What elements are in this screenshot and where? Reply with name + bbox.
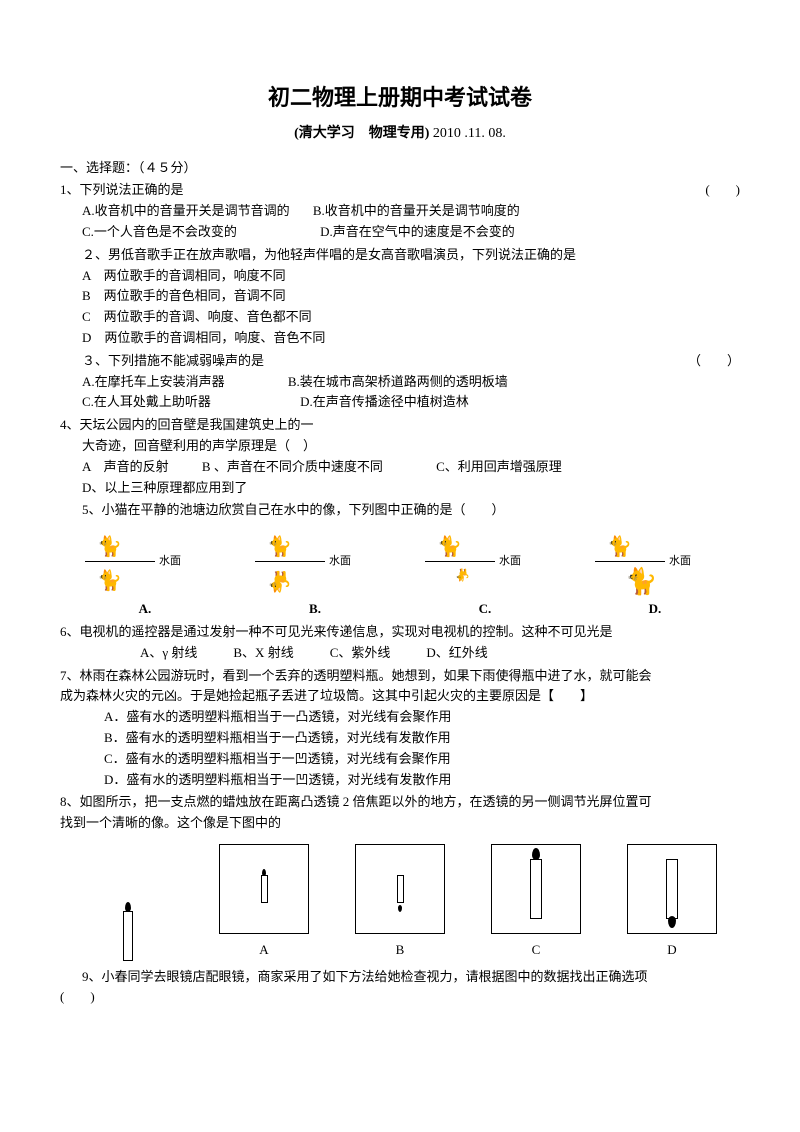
q4-line2: 大奇迹，回音壁利用的声学原理是（ ） bbox=[60, 436, 740, 457]
question-8: 8、如图所示，把一支点燃的蜡烛放在距离凸透镜 2 倍焦距以外的地方，在透镜的另一… bbox=[60, 792, 740, 960]
q5-stem: 5、小猫在平静的池塘边欣赏自己在水中的像，下列图中正确的是（ ） bbox=[60, 500, 740, 521]
q9-line1: 9、小春同学去眼镜店配眼镜，商家采用了如下方法给她检查视力，请根据图中的数据找出… bbox=[60, 967, 740, 988]
q4-option-c: C、利用回声增强原理 bbox=[436, 459, 562, 474]
q8-label-a: A bbox=[259, 940, 268, 961]
q7-option-c: C．盛有水的透明塑料瓶相当于一凹透镜，对光线有会聚作用 bbox=[60, 749, 740, 770]
question-3: ３、下列措施不能减弱噪声的是 （ ） A.在摩托车上安装消声器 B.装在城市高架… bbox=[60, 351, 740, 413]
q8-line1: 8、如图所示，把一支点燃的蜡烛放在距离凸透镜 2 倍焦距以外的地方，在透镜的另一… bbox=[60, 792, 740, 813]
cat-icon: 🐈 bbox=[437, 531, 462, 563]
q5-option-b-figure: 🐈 水面 🐈 B. bbox=[240, 527, 390, 620]
water-label: 水面 bbox=[159, 553, 181, 571]
cat-icon: 🐈 bbox=[97, 531, 122, 563]
q8-option-a-figure: A bbox=[199, 844, 329, 961]
cat-reflection-icon: 🐈 bbox=[97, 565, 122, 597]
q7-line2: 成为森林火灾的元凶。于是她捡起瓶子丢进了垃圾筒。这其中引起火灾的主要原因是【 】 bbox=[60, 686, 740, 707]
flame-icon bbox=[398, 905, 402, 912]
q7-option-d: D．盛有水的透明塑料瓶相当于一凹透镜，对光线有发散作用 bbox=[60, 770, 740, 791]
flame-icon bbox=[262, 869, 266, 876]
water-line bbox=[85, 561, 155, 562]
section-1-header: 一、选择题：（４５分） bbox=[60, 158, 740, 179]
q8-label-b: B bbox=[396, 940, 405, 961]
cat-reflection-icon: 🐈 bbox=[267, 565, 292, 597]
q8-original-candle bbox=[63, 881, 193, 961]
q1-option-d: D.声音在空气中的速度是不会变的 bbox=[320, 224, 515, 239]
q3-option-b: B.装在城市高架桥道路两侧的透明板墙 bbox=[288, 374, 508, 389]
flame-icon bbox=[532, 848, 540, 860]
q3-option-d: D.在声音传播途径中植树造林 bbox=[300, 394, 469, 409]
question-2: ２、男低音歌手正在放声歌唱，为他轻声伴唱的是女高音歌唱演员，下列说法正确的是 A… bbox=[60, 245, 740, 349]
q2-option-a: A 两位歌手的音调相同，响度不同 bbox=[60, 266, 740, 287]
question-1: 1、下列说法正确的是 ( ) A.收音机中的音量开关是调节音调的 B.收音机中的… bbox=[60, 180, 740, 242]
q8-option-d-figure: D bbox=[607, 844, 737, 961]
q5-option-a-figure: 🐈 水面 🐈 A. bbox=[70, 527, 220, 620]
q3-option-a: A.在摩托车上安装消声器 bbox=[82, 374, 225, 389]
q4-option-b: B 、声音在不同介质中速度不同 bbox=[202, 459, 383, 474]
question-4: 4、天坛公园内的回音壁是我国建筑史上的一 大奇迹，回音壁利用的声学原理是（ ） … bbox=[60, 415, 740, 498]
cat-reflection-icon: 🐈 bbox=[455, 565, 470, 584]
page-title: 初二物理上册期中考试试卷 bbox=[60, 80, 740, 115]
q6-option-c: C、紫外线 bbox=[330, 643, 391, 664]
q1-option-c: C.一个人音色是不会改变的 bbox=[82, 224, 237, 239]
q2-option-c: C 两位歌手的音调、响度、音色都不同 bbox=[60, 307, 740, 328]
q1-option-a: A.收音机中的音量开关是调节音调的 bbox=[82, 203, 290, 218]
q6-option-d: D、红外线 bbox=[426, 643, 487, 664]
question-9: 9、小春同学去眼镜店配眼镜，商家采用了如下方法给她检查视力，请根据图中的数据找出… bbox=[60, 967, 740, 1009]
q3-bracket: （ ） bbox=[688, 351, 740, 372]
q5-option-c-figure: 🐈 水面 🐈 C. bbox=[410, 527, 560, 620]
water-line bbox=[255, 561, 325, 562]
water-label: 水面 bbox=[669, 553, 691, 571]
cat-icon: 🐈 bbox=[267, 531, 292, 563]
water-label: 水面 bbox=[499, 553, 521, 571]
q5-label-a: A. bbox=[139, 599, 152, 620]
q8-label-d: D bbox=[667, 940, 676, 961]
q8-label-c: C bbox=[532, 940, 541, 961]
q3-option-c: C.在人耳处戴上助听器 bbox=[82, 394, 211, 409]
q6-stem: 6、电视机的遥控器是通过发射一种不可见光来传递信息，实现对电视机的控制。这种不可… bbox=[60, 622, 740, 643]
question-5: 5、小猫在平静的池塘边欣赏自己在水中的像，下列图中正确的是（ ） 🐈 水面 🐈 … bbox=[60, 500, 740, 620]
cat-reflection-icon: 🐈 bbox=[625, 561, 657, 603]
subtitle-date: 2010 .11. 08. bbox=[433, 126, 506, 141]
q7-option-a: A．盛有水的透明塑料瓶相当于一凸透镜，对光线有会聚作用 bbox=[60, 707, 740, 728]
q7-line1: 7、林雨在森林公园游玩时，看到一个丢弃的透明塑料瓶。她想到，如果下雨使得瓶中进了… bbox=[60, 666, 740, 687]
subtitle-school: (清大学习 物理专用) bbox=[294, 126, 429, 141]
q5-image-row: 🐈 水面 🐈 A. 🐈 水面 🐈 B. 🐈 水面 🐈 C. bbox=[60, 527, 740, 620]
question-7: 7、林雨在森林公园游玩时，看到一个丢弃的透明塑料瓶。她想到，如果下雨使得瓶中进了… bbox=[60, 666, 740, 791]
flame-icon bbox=[668, 916, 676, 928]
q8-image-row: A B C D bbox=[60, 844, 740, 961]
q8-option-c-figure: C bbox=[471, 844, 601, 961]
q1-stem: 1、下列说法正确的是 bbox=[60, 180, 184, 201]
q5-option-d-figure: 🐈 水面 🐈 D. bbox=[580, 527, 730, 620]
page-subtitle: (清大学习 物理专用) 2010 .11. 08. bbox=[60, 123, 740, 145]
q6-option-a: A、γ 射线 bbox=[140, 643, 197, 664]
q2-option-d: D 两位歌手的音调相同，响度、音色不同 bbox=[60, 328, 740, 349]
cat-icon: 🐈 bbox=[607, 531, 632, 563]
q2-stem: ２、男低音歌手正在放声歌唱，为他轻声伴唱的是女高音歌唱演员，下列说法正确的是 bbox=[60, 245, 740, 266]
q5-label-c: C. bbox=[479, 599, 492, 620]
question-6: 6、电视机的遥控器是通过发射一种不可见光来传递信息，实现对电视机的控制。这种不可… bbox=[60, 622, 740, 664]
q8-option-b-figure: B bbox=[335, 844, 465, 961]
water-line bbox=[425, 561, 495, 562]
q6-option-b: B、X 射线 bbox=[233, 643, 293, 664]
q8-line2: 找到一个清晰的像。这个像是下图中的 bbox=[60, 813, 740, 834]
q9-bracket: ( ) bbox=[60, 987, 740, 1008]
q4-option-a: A 声音的反射 bbox=[82, 459, 169, 474]
flame-icon bbox=[125, 902, 131, 912]
q1-bracket: ( ) bbox=[705, 180, 740, 201]
q4-line1: 4、天坛公园内的回音壁是我国建筑史上的一 bbox=[60, 415, 740, 436]
q5-label-b: B. bbox=[309, 599, 321, 620]
q7-option-b: B．盛有水的透明塑料瓶相当于一凸透镜，对光线有发散作用 bbox=[60, 728, 740, 749]
water-label: 水面 bbox=[329, 553, 351, 571]
q2-option-b: B 两位歌手的音色相同，音调不同 bbox=[60, 286, 740, 307]
q3-stem: ３、下列措施不能减弱噪声的是 bbox=[82, 351, 264, 372]
q4-option-d: D、以上三种原理都应用到了 bbox=[60, 478, 740, 499]
q1-option-b: B.收音机中的音量开关是调节响度的 bbox=[313, 203, 520, 218]
